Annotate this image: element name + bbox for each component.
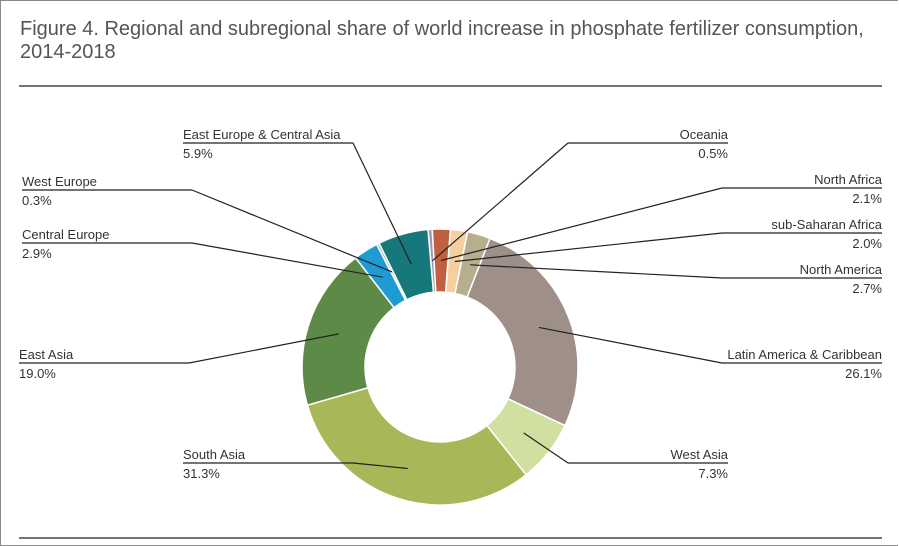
leader-d-9 [191, 189, 393, 273]
slice-6 [306, 386, 528, 506]
value-label-9: 0.3% [22, 193, 52, 208]
category-label-9: West Europe [22, 174, 97, 189]
value-label-8: 2.9% [22, 246, 52, 261]
category-label-7: East Asia [19, 347, 74, 362]
leader-d-2 [454, 232, 723, 263]
value-label-2: 2.0% [852, 236, 882, 251]
value-label-6: 31.3% [183, 466, 220, 481]
category-label-10: East Europe & Central Asia [183, 127, 341, 142]
category-label-6: South Asia [183, 447, 246, 462]
leader-d-5 [523, 432, 569, 464]
category-label-8: Central Europe [22, 227, 109, 242]
leader-d-6 [352, 462, 408, 470]
category-label-3: North America [800, 262, 883, 277]
value-label-10: 5.9% [183, 146, 213, 161]
slice-4 [466, 237, 579, 427]
value-label-5: 7.3% [698, 466, 728, 481]
category-label-4: Latin America & Caribbean [727, 347, 882, 362]
category-label-5: West Asia [670, 447, 728, 462]
value-label-0: 0.5% [698, 146, 728, 161]
category-label-0: Oceania [680, 127, 729, 142]
leader-d-4 [538, 326, 723, 364]
slice-10 [378, 228, 435, 301]
leader-d-8 [191, 242, 383, 278]
category-label-2: sub-Saharan Africa [771, 217, 882, 232]
leader-d-3 [470, 264, 723, 279]
leader-d-1 [440, 187, 723, 262]
leader-d-0 [431, 142, 569, 262]
value-label-1: 2.1% [852, 191, 882, 206]
value-label-4: 26.1% [845, 366, 882, 381]
value-label-3: 2.7% [852, 281, 882, 296]
figure-title: Figure 4. Regional and subregional share… [20, 18, 864, 63]
value-label-7: 19.0% [19, 366, 56, 381]
category-label-1: North Africa [814, 172, 883, 187]
leader-d-10 [352, 142, 412, 265]
leader-d-7 [188, 333, 339, 364]
